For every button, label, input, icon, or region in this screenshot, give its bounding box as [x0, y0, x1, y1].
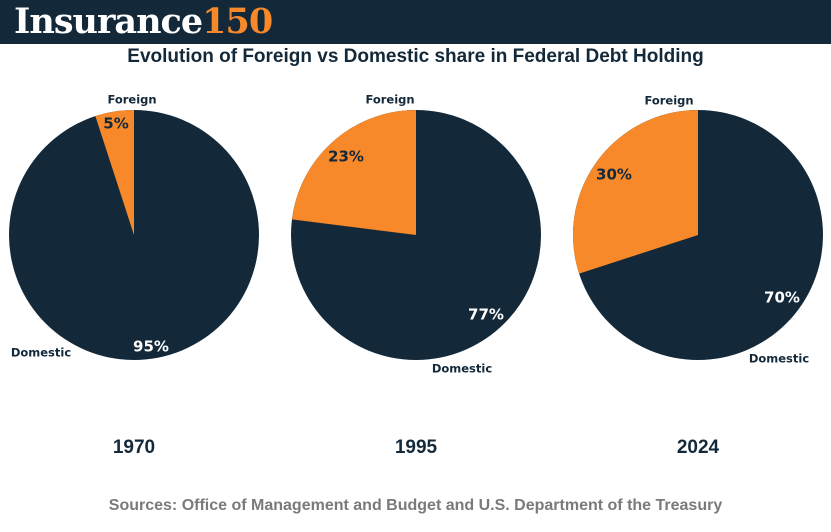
- value-label-foreign-1970: 5%: [103, 115, 128, 133]
- value-label-domestic-1995: 77%: [468, 306, 504, 324]
- brand-logo: Insurance150: [14, 0, 273, 44]
- category-label-domestic-1970: Domestic: [11, 346, 72, 360]
- brand-word: Insurance: [14, 1, 203, 42]
- value-label-foreign-1995: 23%: [328, 148, 364, 166]
- header-bar: Insurance150: [0, 0, 831, 44]
- chart-title: Evolution of Foreign vs Domestic share i…: [127, 46, 704, 67]
- category-label-foreign-1995: Foreign: [365, 93, 414, 107]
- category-label-domestic-1995: Domestic: [432, 362, 493, 376]
- value-label-foreign-2024: 30%: [596, 166, 632, 184]
- pie-slice-foreign-1995: [291, 110, 416, 235]
- pie-slice-foreign-1970: [95, 110, 134, 235]
- brand-number: 150: [202, 1, 273, 42]
- category-label-domestic-2024: Domestic: [749, 352, 810, 366]
- pie-year-1995: 1995: [394, 437, 438, 458]
- pie-year-1970: 1970: [112, 437, 156, 458]
- category-label-foreign-2024: Foreign: [644, 94, 693, 108]
- category-label-foreign-1970: Foreign: [107, 93, 156, 107]
- source-note: Sources: Office of Management and Budget…: [108, 497, 723, 514]
- value-label-domestic-2024: 70%: [764, 289, 800, 307]
- pie-slice-foreign-2024: [572, 110, 698, 274]
- value-label-domestic-1970: 95%: [133, 338, 169, 356]
- pie-year-2024: 2024: [676, 437, 720, 458]
